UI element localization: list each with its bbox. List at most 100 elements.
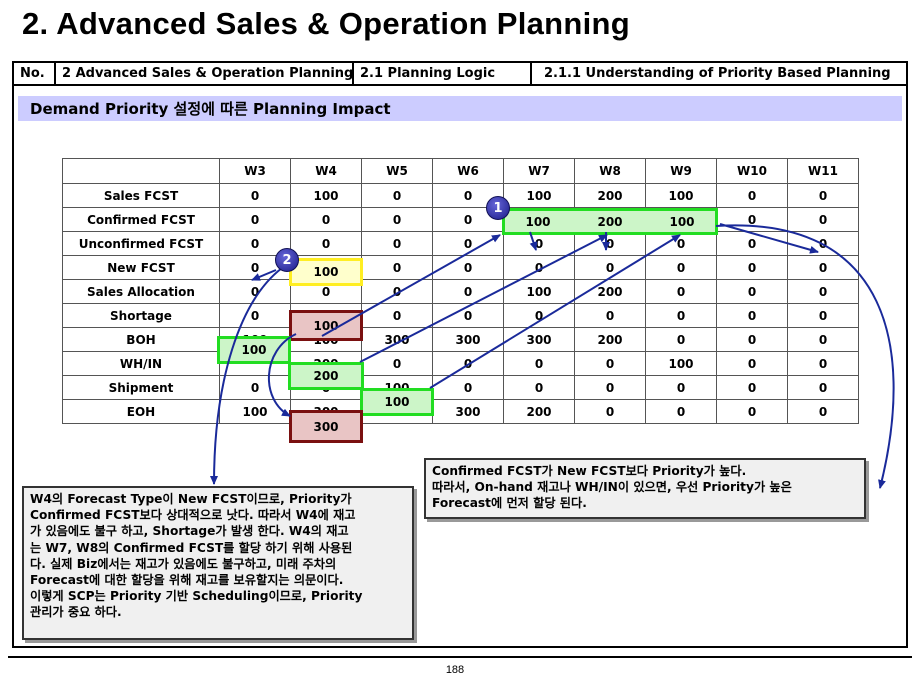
confirmed-w8-value: 200 — [597, 214, 623, 229]
table-cell: 0 — [432, 279, 504, 304]
row-label: WH/IN — [62, 351, 220, 376]
arrow-shortage-to-eoh — [268, 333, 297, 417]
note-left-line: Confirmed FCST보다 상대적으로 낫다. 따라서 W4에 재고 — [30, 508, 356, 523]
table-cell: 100 — [503, 183, 575, 208]
confirmed-w9-value: 100 — [669, 214, 695, 229]
table-row: Confirmed FCST000010020010000 — [62, 207, 859, 232]
arrow-badge2-to-w3 — [251, 269, 277, 281]
note-right: Confirmed FCST가 New FCST보다 Priority가 높다.… — [424, 458, 866, 519]
row-label: Unconfirmed FCST — [62, 231, 220, 256]
row-label: BOH — [62, 327, 220, 352]
table-cell: 0 — [574, 303, 646, 328]
shortage-w4-value: 100 — [313, 318, 339, 333]
table-cell: 0 — [787, 255, 859, 280]
note-left: W4의 Forecast Type이 New FCST이므로, Priority… — [22, 486, 414, 640]
table-cell: 0 — [787, 207, 859, 232]
table-cell: 300 — [432, 399, 504, 424]
note-left-line: W4의 Forecast Type이 New FCST이므로, Priority… — [30, 492, 352, 506]
whin-highlight — [288, 362, 364, 390]
table-cell: 0 — [787, 399, 859, 424]
table-row: Sales FCST 0 100 0 0 100 200 100 0 0 — [62, 183, 859, 208]
table-cell: 0 — [716, 351, 788, 376]
shortage-highlight — [289, 310, 363, 341]
note-right-line: Forecast에 먼저 할당 된다. — [432, 496, 587, 511]
row-label: Sales FCST — [62, 183, 220, 208]
note-left-line: 는 W7, W8의 Confirmed FCST를 할당 하기 위해 사용된 — [30, 540, 353, 555]
shipment-w5-value: 100 — [384, 395, 410, 409]
table-cell: 200 — [574, 327, 646, 352]
table-cell: 100 — [219, 399, 291, 424]
column-header: W4 — [290, 158, 362, 184]
table-cell: 0 — [645, 255, 717, 280]
table-cell: 0 — [361, 279, 433, 304]
note-left-line: 다. 실제 Biz에서는 재고가 있음에도 불구하고, 미래 주차의 — [30, 556, 337, 571]
table-cell: 100 — [645, 183, 717, 208]
table-cell: 0 — [290, 207, 362, 232]
table-cell: 0 — [716, 279, 788, 304]
shipment-highlight — [360, 388, 434, 416]
arrow-w7-down — [529, 231, 538, 251]
table-cell: 0 — [503, 255, 575, 280]
row-label: Sales Allocation — [62, 279, 220, 304]
row-label: New FCST — [62, 255, 220, 280]
boh-w3-value: 100 — [241, 343, 267, 357]
table-cell: 0 — [645, 327, 717, 352]
arrow-w9-to-w11 — [719, 223, 819, 254]
whin-w4-value: 200 — [313, 369, 339, 383]
confirmed-w7-value: 100 — [525, 214, 551, 229]
arrow-whin-to-w7 — [321, 234, 501, 337]
eoh-highlight — [289, 410, 363, 443]
badge-1: 1 — [486, 196, 510, 220]
table-cell: 0 — [219, 207, 291, 232]
confirmed-fcst-highlight — [502, 208, 718, 235]
new-fcst-w4-value: 100 — [313, 265, 339, 279]
note-right-line: 따라서, On-hand 재고나 WH/IN이 있으면, 우선 Priority… — [432, 480, 792, 495]
page-number: 188 — [445, 664, 465, 676]
new-fcst-highlight — [289, 258, 363, 286]
table-cell: 0 — [716, 231, 788, 256]
section-banner: Demand Priority 설정에 따른 Planning Impact — [18, 96, 902, 121]
table-cell: 100 — [290, 183, 362, 208]
page-title: 2. Advanced Sales & Operation Planning — [22, 6, 631, 41]
note-left-line: 이렇게 SCP는 Priority 기반 Scheduling이므로, Prio… — [30, 589, 363, 604]
table-cell: 0 — [645, 303, 717, 328]
arrow-boh-to-w8 — [359, 234, 608, 363]
content-frame — [12, 61, 908, 648]
column-header: W6 — [432, 158, 504, 184]
footer-rule — [8, 656, 912, 658]
note-left-line: Forecast에 대한 할당을 위해 재고를 보유할지는 의문이다. — [30, 573, 344, 588]
table-cell: 0 — [574, 375, 646, 400]
header-table: No. 2 Advanced Sales & Operation Plannin… — [14, 62, 906, 86]
table-cell: 0 — [787, 327, 859, 352]
table-cell: 200 — [503, 399, 575, 424]
row-label: Shortage — [62, 303, 220, 328]
table-cell: 100 — [645, 351, 717, 376]
table-cell: 0 — [716, 399, 788, 424]
eoh-w4-value: 300 — [313, 419, 339, 434]
table-cell: 0 — [787, 303, 859, 328]
table-cell: 0 — [787, 279, 859, 304]
note-right-line: Confirmed FCST가 New FCST보다 Priority가 높다. — [432, 464, 747, 478]
note-left-line: 가 있음에도 불구 하고, Shortage가 발생 한다. W4의 재고 — [30, 524, 349, 539]
table-cell: 0 — [574, 351, 646, 376]
table-header-row: W3 W4 W5 W6 W7 W8 W9 W10 W11 — [62, 158, 859, 184]
badge-2: 2 — [275, 248, 299, 272]
arrow-shipment-to-w9 — [429, 234, 681, 389]
column-header: W5 — [361, 158, 433, 184]
table-cell: 0 — [645, 399, 717, 424]
header-no: No. — [14, 62, 56, 84]
table-cell: 300 — [503, 327, 575, 352]
column-header: W9 — [645, 158, 717, 184]
note-left-line: 관리가 중요 하다. — [30, 605, 122, 620]
header-topic: 2.1.1 Understanding of Priority Based Pl… — [544, 65, 891, 81]
table-cell: 0 — [219, 375, 291, 400]
row-label: EOH — [62, 399, 220, 424]
header-subsection: 2.1 Planning Logic — [354, 62, 532, 84]
header-section: 2 Advanced Sales & Operation Planning — [56, 62, 354, 84]
row-label: Confirmed FCST — [62, 207, 220, 232]
planning-table: W3 W4 W5 W6 W7 W8 W9 W10 W11 Sales FCST 0 100 0 0 100 2… — [62, 158, 859, 424]
table-cell: 0 — [574, 399, 646, 424]
arrow-badge2-to-note — [210, 267, 283, 485]
arrow-confirmed-to-note — [715, 224, 895, 489]
